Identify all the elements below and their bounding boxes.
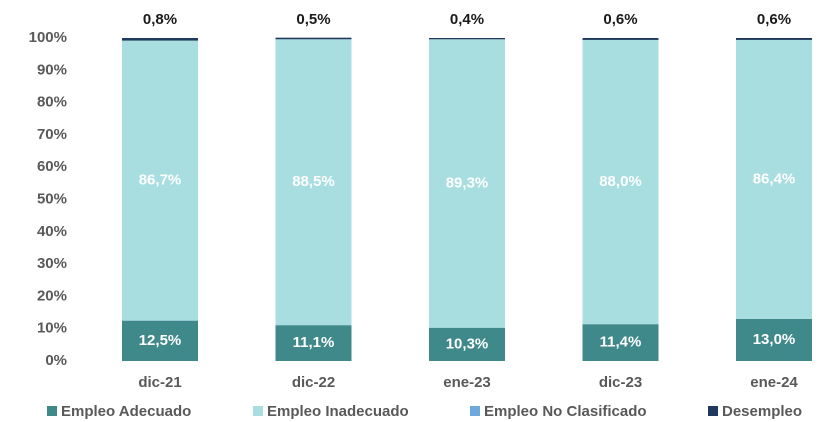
y-tick-label: 40% [37,223,67,240]
legend-label: Empleo No Clasificado [484,403,647,420]
data-label: 12,5% [139,332,182,349]
x-tick-label: dic-23 [599,374,642,391]
bar-segment [429,327,505,361]
bar-segment [429,39,505,328]
data-label: 0,6% [603,11,637,28]
y-tick-label: 50% [37,190,67,207]
y-tick-label: 90% [37,61,67,78]
data-label: 10,3% [446,335,489,352]
bar-segment [275,37,352,40]
bar-segment [736,38,812,40]
data-label: 0,4% [450,11,484,28]
bar-segment [429,38,505,40]
bar-segment [122,320,198,361]
y-tick-label: 0% [45,352,67,369]
legend-label: Desempleo [722,403,802,420]
bar-segment [122,40,198,321]
legend-marker [708,406,718,416]
data-label: 0,6% [757,11,791,28]
bar-segment [582,39,659,325]
bar-segment [736,319,812,361]
x-tick-label: dic-22 [292,374,335,391]
x-tick-label: ene-23 [443,374,491,391]
data-label: 0,8% [143,11,177,28]
data-label: 0,5% [296,11,330,28]
bar-segment [582,38,659,40]
x-tick-label: ene-24 [750,374,798,391]
legend-marker [47,406,57,416]
bar-segment [275,325,352,361]
bar-segment [582,324,659,361]
data-label: 13,0% [753,331,796,348]
y-tick-label: 100% [29,29,67,46]
legend-label: Empleo Adecuado [61,403,191,420]
data-label: 88,5% [292,173,335,190]
bar-segment [736,39,812,320]
data-label: 86,4% [753,170,796,187]
y-tick-label: 80% [37,94,67,111]
y-tick-label: 60% [37,158,67,175]
legend-marker [470,406,480,416]
data-label: 89,3% [446,174,489,191]
bar-segment [122,38,198,41]
y-tick-label: 10% [37,320,67,337]
legend-label: Empleo Inadecuado [267,403,409,420]
data-label: 11,1% [293,334,335,351]
data-label: 11,4% [600,334,642,351]
x-tick-label: dic-21 [138,374,181,391]
data-label: 88,0% [599,173,642,190]
y-tick-label: 70% [37,126,67,143]
data-label: 86,7% [139,172,182,189]
legend-marker [253,406,263,416]
y-tick-label: 30% [37,255,67,272]
bar-segment [275,39,352,326]
y-tick-label: 20% [37,287,67,304]
